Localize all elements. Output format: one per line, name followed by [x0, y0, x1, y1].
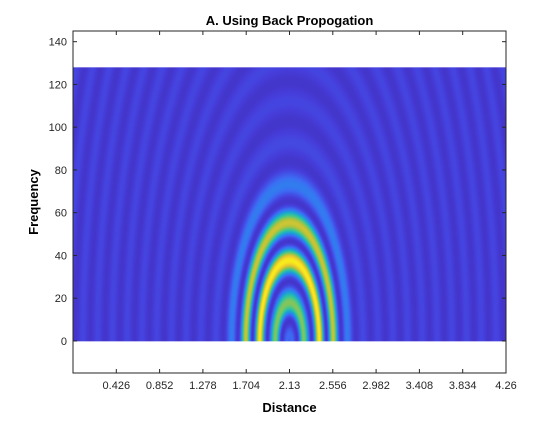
- x-tick-label: 0.852: [146, 380, 174, 392]
- y-axis-label: Frequency: [26, 168, 41, 235]
- y-tick-label: 100: [49, 122, 67, 134]
- x-tick-label: 0.426: [103, 380, 131, 392]
- x-tick-label: 4.26: [495, 380, 516, 392]
- y-tick-label: 120: [49, 79, 67, 91]
- plot-area: [73, 67, 506, 342]
- y-tick-label: 140: [49, 37, 67, 49]
- y-tick-label: 0: [61, 336, 67, 348]
- y-tick-label: 60: [55, 208, 67, 220]
- y-tick-label: 80: [55, 165, 67, 177]
- x-tick-label: 3.834: [449, 380, 477, 392]
- y-axis-ticks: 0 20 40 60 80 100 120 140: [49, 37, 506, 348]
- chart-title: A. Using Back Propogation: [206, 13, 374, 28]
- x-tick-label: 1.704: [232, 380, 260, 392]
- x-tick-label: 2.982: [362, 380, 390, 392]
- y-tick-label: 40: [55, 250, 67, 262]
- x-tick-label: 1.278: [189, 380, 217, 392]
- y-tick-label: 20: [55, 293, 67, 305]
- x-tick-label: 2.13: [279, 380, 300, 392]
- x-tick-label: 2.556: [319, 380, 347, 392]
- heatmap-image: [73, 67, 506, 342]
- x-axis-ticks: 0.426 0.852 1.278 1.704 2.13 2.556 2.982 3.408 3…: [103, 31, 517, 392]
- x-tick-label: 3.408: [406, 380, 434, 392]
- x-axis-label: Distance: [262, 400, 316, 415]
